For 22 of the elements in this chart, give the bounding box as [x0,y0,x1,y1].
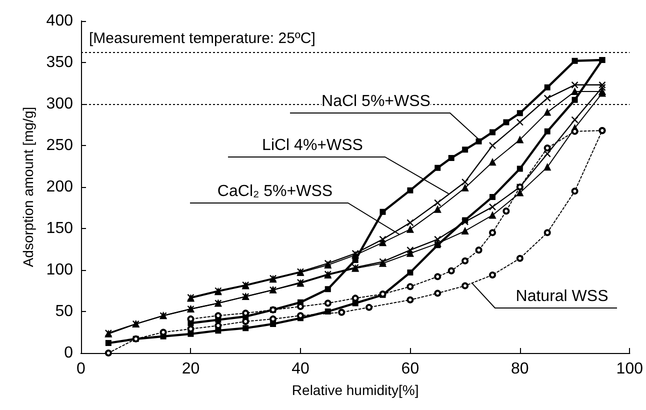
x-tick-label: 40 [292,360,310,378]
x-tick-label: 100 [616,360,644,378]
annotation: Natural WSS [516,288,608,306]
y-tick-label: 300 [46,96,74,112]
y-tick-label: 250 [46,137,74,154]
y-tick-label: 150 [46,220,74,237]
x-tick-label: 0 [76,360,86,378]
x-tick-label: 20 [182,360,200,378]
y-tick-label: 400 [46,12,74,30]
x-tick-label: 60 [401,360,420,378]
y-tick-label: 0 [64,344,74,362]
annotation: LiCl 4%+WSS [262,137,363,155]
annotation: [Measurement temperature: 25ºC] [89,30,316,47]
x-axis-title: Relative humidity[%] [292,382,419,398]
annotation: NaCl 5%+WSS [322,93,430,111]
y-axis-title: Adsorption amount [mg/g] [20,106,36,268]
x-tick-label: 80 [511,360,529,378]
y-tick-label: 50 [55,303,74,320]
y-tick-label: 100 [46,262,74,278]
y-tick-label: 350 [46,54,74,71]
y-tick-label: 200 [46,178,74,196]
annotation: CaCl₂ 5%+WSS [217,183,333,201]
